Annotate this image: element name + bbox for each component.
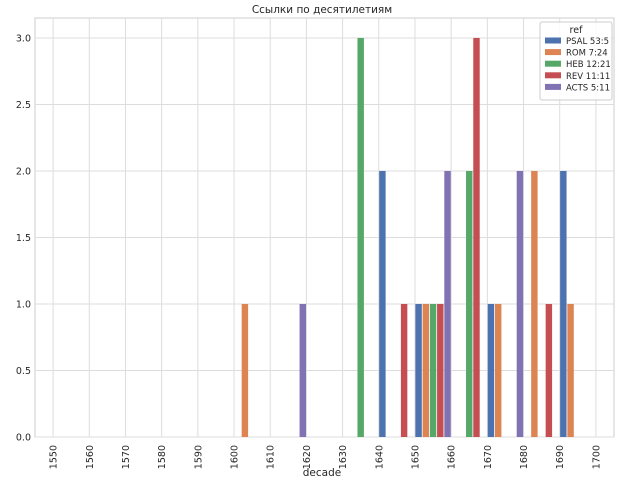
bar bbox=[437, 303, 444, 437]
bar bbox=[516, 170, 524, 437]
legend-swatch bbox=[545, 72, 561, 79]
bar bbox=[429, 303, 437, 437]
y-tick-label: 0.5 bbox=[16, 366, 31, 377]
x-tick-label: 1600 bbox=[230, 445, 241, 469]
bar bbox=[545, 303, 553, 437]
y-tick-label: 3.0 bbox=[16, 33, 31, 44]
bar bbox=[379, 170, 386, 437]
plot-area bbox=[34, 17, 615, 438]
legend-swatch bbox=[545, 37, 561, 44]
bar bbox=[357, 37, 364, 437]
grid-lines bbox=[35, 18, 614, 438]
x-tick-label: 1660 bbox=[447, 445, 458, 469]
bar bbox=[241, 303, 249, 437]
x-tick-label: 1590 bbox=[193, 445, 204, 469]
x-tick-label: 1680 bbox=[519, 445, 530, 469]
bar bbox=[422, 303, 430, 437]
x-tick-label: 1640 bbox=[374, 445, 385, 469]
x-tick-label: 1690 bbox=[555, 445, 566, 469]
y-tick-labels: 0.0 0.5 1.0 1.5 2.0 2.5 3.0 bbox=[16, 33, 31, 443]
bar bbox=[531, 170, 538, 437]
x-tick-label: 1670 bbox=[483, 445, 494, 469]
bar bbox=[400, 303, 408, 437]
legend-title: ref bbox=[570, 25, 584, 36]
bar bbox=[444, 170, 451, 437]
x-tick-labels: 1550 1560 1570 1580 1590 1600 1610 1620 1630 1640… bbox=[49, 445, 603, 469]
x-tick-label: 1610 bbox=[266, 445, 277, 469]
legend-label: REV 11:11 bbox=[566, 72, 610, 82]
x-tick-label: 1650 bbox=[410, 445, 421, 469]
bars-group bbox=[241, 37, 574, 437]
x-axis-label: decade bbox=[303, 467, 341, 479]
bar bbox=[567, 303, 574, 437]
y-tick-label: 2.0 bbox=[16, 166, 31, 177]
y-tick-label: 1.0 bbox=[16, 299, 31, 310]
legend-swatch bbox=[545, 83, 561, 90]
x-tick-label: 1560 bbox=[85, 445, 96, 469]
legend-label: ROM 7:24 bbox=[566, 49, 608, 59]
chart-title: Ссылки по десятилетиям bbox=[252, 4, 392, 16]
legend-swatch bbox=[545, 60, 561, 67]
bar bbox=[299, 303, 307, 437]
legend-label: ACTS 5:11 bbox=[566, 83, 610, 93]
x-tick-label: 1550 bbox=[49, 445, 60, 469]
bar bbox=[494, 303, 502, 437]
y-tick-label: 1.5 bbox=[16, 233, 31, 244]
legend-label: PSAL 53:5 bbox=[566, 37, 609, 47]
x-tick-label: 1580 bbox=[157, 445, 168, 469]
bar bbox=[466, 170, 473, 437]
y-tick-label: 2.5 bbox=[16, 100, 31, 111]
x-tick-label: 1570 bbox=[121, 445, 132, 469]
x-tick-label: 1700 bbox=[591, 445, 602, 469]
x-tick-label: 1630 bbox=[338, 445, 349, 469]
bar bbox=[415, 303, 422, 437]
legend-swatch bbox=[545, 49, 561, 56]
bar bbox=[473, 37, 480, 437]
x-tick-label: 1620 bbox=[302, 445, 313, 469]
bar bbox=[560, 170, 567, 437]
y-tick-label: 0.0 bbox=[16, 433, 31, 444]
bar bbox=[487, 303, 495, 437]
legend-label: HEB 12:21 bbox=[566, 60, 611, 70]
